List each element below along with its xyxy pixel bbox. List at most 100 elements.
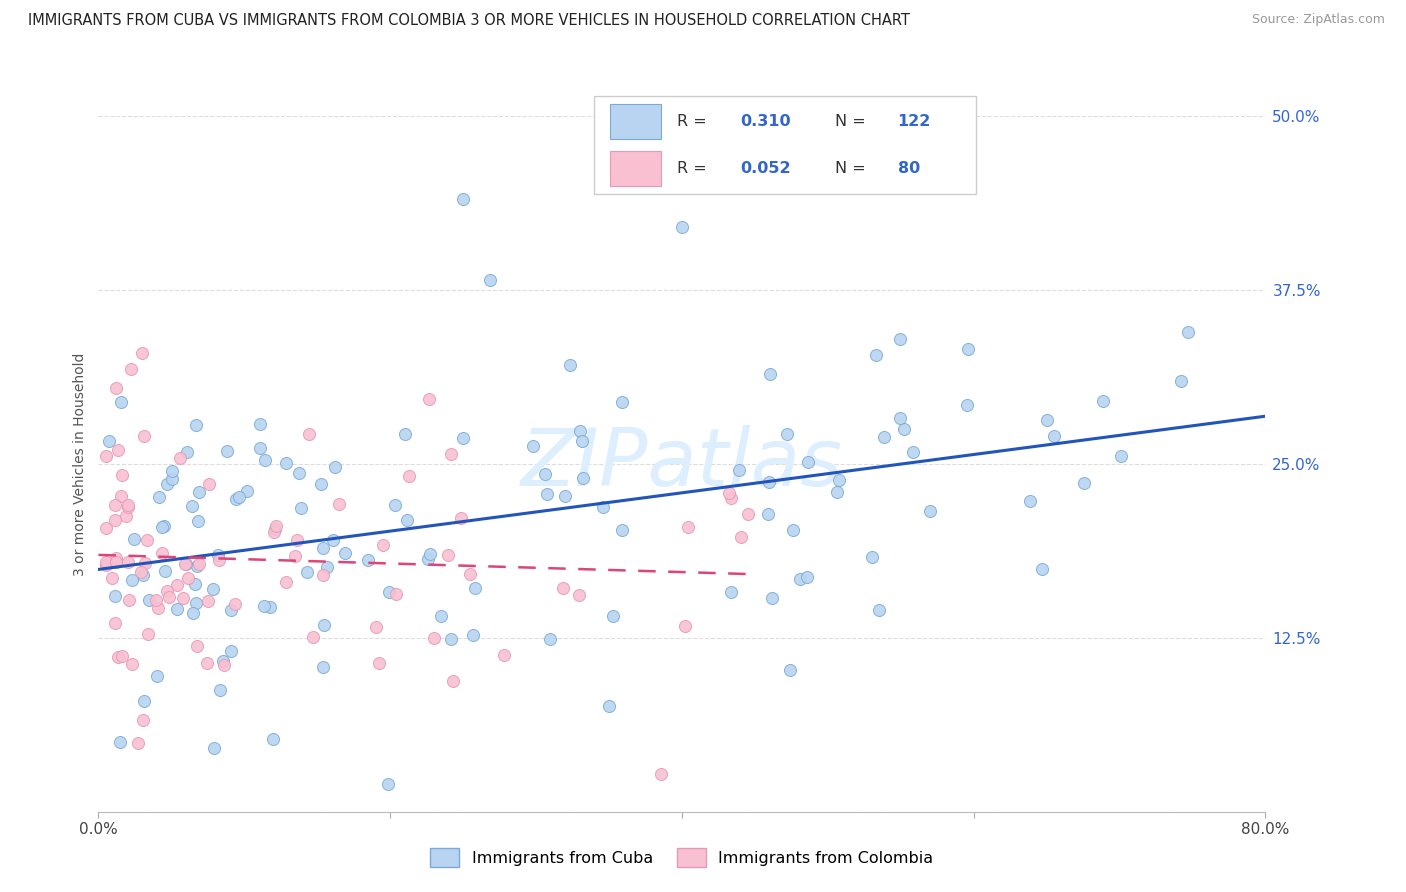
Text: Source: ZipAtlas.com: Source: ZipAtlas.com: [1251, 13, 1385, 27]
Point: [264, 519, 287, 533]
Point: [148, 490, 170, 504]
Point: [676, 520, 699, 534]
Point: [458, 567, 481, 582]
Point: [1019, 494, 1042, 508]
Point: [1073, 475, 1095, 490]
Point: [197, 476, 219, 491]
Point: [920, 504, 942, 518]
Point: [295, 565, 318, 579]
Point: [122, 533, 145, 547]
Point: [779, 664, 801, 678]
Point: [357, 553, 380, 567]
Point: [187, 514, 209, 528]
Point: [262, 731, 284, 746]
Point: [249, 441, 271, 455]
Point: [166, 577, 188, 591]
Point: [451, 431, 474, 445]
Point: [825, 484, 848, 499]
Point: [311, 568, 333, 582]
Point: [418, 392, 440, 407]
Point: [129, 566, 152, 580]
Point: [160, 472, 183, 486]
Point: [104, 550, 127, 565]
Point: [554, 489, 576, 503]
Point: [105, 381, 128, 395]
Point: [419, 547, 441, 561]
Point: [437, 548, 460, 562]
Point: [759, 367, 782, 381]
Point: [120, 362, 142, 376]
Legend: Immigrants from Cuba, Immigrants from Colombia: Immigrants from Cuba, Immigrants from Co…: [423, 842, 941, 873]
Point: [737, 507, 759, 521]
Point: [598, 698, 620, 713]
Point: [104, 615, 127, 630]
Point: [316, 560, 339, 574]
Point: [127, 736, 149, 750]
Point: [309, 476, 332, 491]
Point: [796, 570, 818, 584]
Point: [727, 462, 749, 476]
Point: [533, 467, 555, 481]
Point: [592, 500, 614, 514]
Point: [956, 398, 979, 412]
Point: [197, 594, 219, 608]
Point: [865, 348, 887, 362]
Point: [209, 682, 232, 697]
Point: [153, 518, 176, 533]
Point: [290, 501, 312, 516]
Point: [893, 422, 915, 436]
Point: [1031, 562, 1053, 576]
Point: [156, 476, 179, 491]
Point: [430, 608, 453, 623]
Point: [464, 581, 486, 595]
Point: [135, 533, 157, 547]
Point: [176, 445, 198, 459]
Point: [173, 557, 195, 571]
Point: [94, 450, 117, 464]
Point: [174, 557, 197, 571]
Point: [873, 430, 896, 444]
Point: [650, 767, 672, 781]
Point: [312, 660, 335, 674]
Point: [572, 471, 595, 485]
Point: [758, 475, 780, 490]
Point: [494, 648, 516, 662]
Point: [132, 568, 155, 582]
Point: [730, 530, 752, 544]
Point: [284, 549, 307, 564]
Point: [188, 485, 211, 500]
Point: [208, 553, 231, 567]
Point: [108, 734, 131, 748]
Text: R =: R =: [678, 161, 711, 176]
Point: [215, 444, 238, 458]
Point: [219, 644, 242, 658]
Point: [249, 417, 271, 431]
Point: [150, 546, 173, 560]
Point: [207, 548, 229, 562]
Point: [253, 599, 276, 614]
Point: [322, 533, 344, 547]
Text: 122: 122: [897, 114, 931, 128]
Point: [450, 510, 472, 524]
Point: [259, 600, 281, 615]
Point: [110, 489, 132, 503]
Point: [146, 669, 169, 683]
Point: [571, 434, 593, 448]
Point: [212, 654, 235, 668]
Point: [323, 460, 346, 475]
Point: [160, 464, 183, 478]
Point: [720, 491, 742, 505]
Point: [121, 574, 143, 588]
Text: 0.310: 0.310: [740, 114, 790, 128]
Point: [569, 424, 592, 438]
Point: [718, 486, 741, 500]
Point: [94, 555, 117, 569]
Y-axis label: 3 or more Vehicles in Household: 3 or more Vehicles in Household: [73, 352, 87, 575]
Point: [612, 395, 634, 409]
FancyBboxPatch shape: [610, 104, 661, 139]
Point: [187, 557, 209, 571]
Point: [1111, 450, 1133, 464]
Text: N =: N =: [835, 161, 870, 176]
Point: [418, 552, 440, 566]
Text: IMMIGRANTS FROM CUBA VS IMMIGRANTS FROM COLOMBIA 3 OR MORE VEHICLES IN HOUSEHOLD: IMMIGRANTS FROM CUBA VS IMMIGRANTS FROM …: [28, 13, 910, 29]
